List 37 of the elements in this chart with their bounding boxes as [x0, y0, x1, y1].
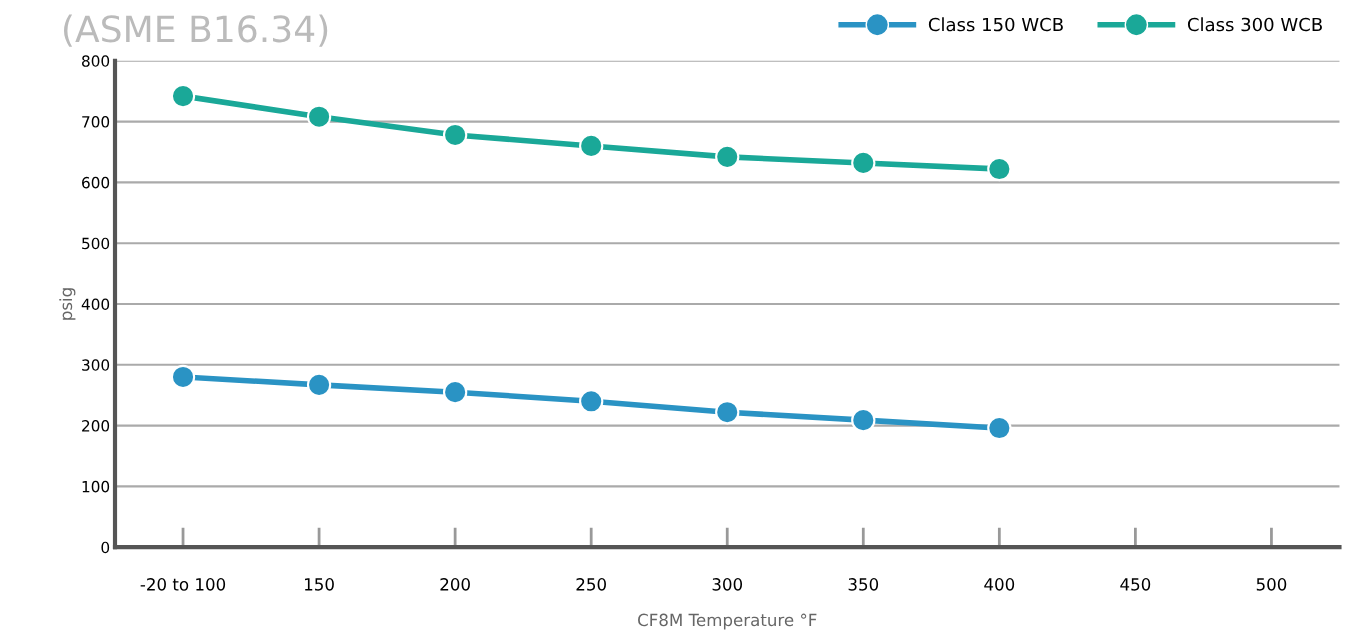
x-axis-title: CF8M Temperature °F [638, 613, 817, 630]
y-tick-label: 400 [81, 298, 110, 311]
x-tick-label: 450 [1120, 578, 1151, 591]
y-tick-label: 600 [82, 176, 110, 189]
y-axis-title: psig [59, 288, 76, 320]
point [851, 407, 876, 433]
point [579, 133, 604, 159]
y-tick-label: 0 [101, 541, 110, 554]
y-tick-label: 800 [82, 55, 110, 67]
x-tick-label: -20 to 100 [140, 578, 226, 591]
x-tick-label: 150 [305, 578, 334, 591]
point [851, 150, 876, 176]
chart-title: (ASME B16.34) [63, 14, 328, 47]
x-tick-label: 200 [440, 578, 470, 591]
point [987, 156, 1012, 182]
point [987, 415, 1012, 441]
y-tick-label: 100 [82, 480, 110, 493]
point [715, 144, 740, 170]
x-tick-label: 350 [848, 578, 879, 591]
point [715, 400, 740, 425]
point [170, 364, 196, 390]
x-tick-label: 300 [712, 578, 743, 591]
point [579, 389, 604, 414]
point [306, 372, 332, 398]
point [306, 104, 332, 129]
y-tick-label: 200 [82, 420, 110, 432]
point [442, 380, 468, 405]
x-tick-label: 500 [1256, 578, 1287, 591]
x-tick-label: 250 [576, 578, 606, 591]
point [170, 83, 196, 109]
legend-label: Class 150 WCB [928, 17, 1063, 32]
legend-label: Class 300 WCB [1187, 17, 1322, 32]
y-tick-label: 500 [82, 237, 110, 250]
x-tick-label: 400 [984, 578, 1015, 591]
y-tick-label: 300 [82, 359, 110, 371]
point [442, 122, 468, 148]
y-tick-label: 700 [82, 116, 110, 128]
